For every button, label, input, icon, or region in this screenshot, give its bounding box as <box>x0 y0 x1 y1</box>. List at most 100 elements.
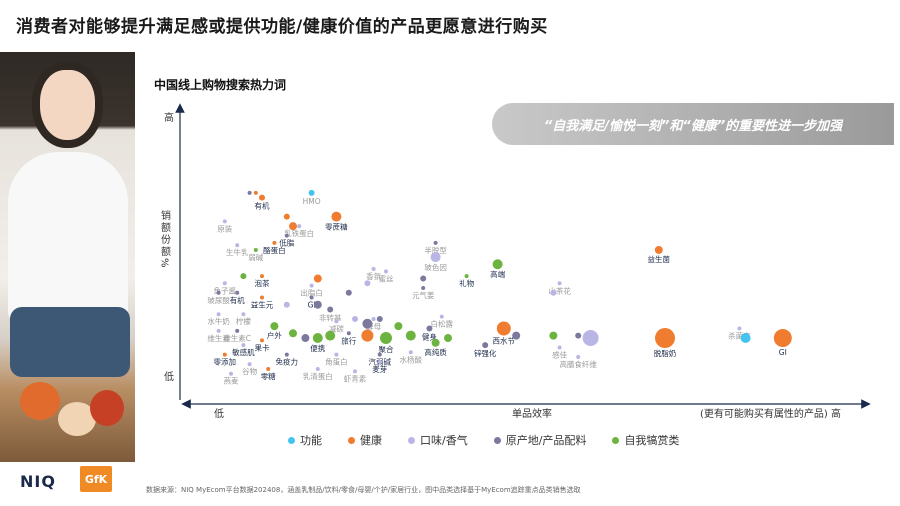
scatter-point <box>492 259 503 270</box>
scatter-point <box>431 338 440 347</box>
jeans-shape <box>10 307 130 377</box>
y-high-label: 高 <box>164 111 174 124</box>
scatter-point <box>283 213 290 220</box>
point-label: 泡茶 <box>255 278 270 288</box>
point-label: 原装 <box>217 223 232 233</box>
point-label: 锌强化 <box>474 348 497 358</box>
point-label: 鱼子酱 <box>214 285 237 295</box>
scatter-point <box>421 286 426 291</box>
scatter-point <box>464 274 469 279</box>
egg-shape <box>58 402 96 436</box>
scatter-point <box>241 312 246 317</box>
point-label: 乳清蛋白 <box>303 371 333 381</box>
point-label: 弱碱 <box>248 253 263 262</box>
scatter-point <box>253 247 258 252</box>
point-label: 白松露 <box>431 319 454 329</box>
point-label: 免疫力 <box>276 357 299 367</box>
scatter-point <box>380 332 392 345</box>
scatter-point <box>289 329 297 338</box>
y-axis-title: 销额份额% <box>159 209 171 270</box>
point-label: 水杨酸 <box>400 354 423 364</box>
scatter-point <box>222 219 227 224</box>
scatter-point <box>266 366 271 371</box>
point-label: 户外 <box>267 330 282 340</box>
scatter-point <box>216 312 221 317</box>
point-label: 酵母 <box>366 322 381 331</box>
niq-logo: NIQ <box>20 472 56 491</box>
point-label: 健身 <box>422 332 437 342</box>
point-label: 高端 <box>490 269 505 279</box>
chart-title: 中国线上购物搜索热力词 <box>154 78 287 92</box>
scatter-point <box>309 295 314 300</box>
scatter-point <box>313 300 322 309</box>
scatter-point <box>394 322 403 331</box>
scatter-point <box>309 283 314 288</box>
point-label: 旅行 <box>341 335 356 345</box>
point-label: 维生素C <box>223 333 251 343</box>
scatter-point <box>222 281 227 286</box>
shirt-shape <box>8 152 128 322</box>
scatter-point <box>312 333 323 344</box>
point-label: 燕麦 <box>224 376 239 386</box>
scatter-point <box>575 332 582 339</box>
scatter-point <box>364 280 371 287</box>
scatter-point <box>576 355 581 360</box>
scatter-point <box>334 352 339 357</box>
point-label: 玻色因 <box>424 262 447 272</box>
scatter-point <box>496 321 511 336</box>
scatter-point <box>550 289 557 296</box>
scatter-point <box>216 328 221 333</box>
scatter-point <box>512 331 521 340</box>
scatter-point <box>737 326 742 331</box>
scatter-point <box>420 275 427 282</box>
point-label: 有机 <box>230 295 245 305</box>
source-note: 数据来源：NIQ MyEcom平台数据202408，涵盖乳制品/饮料/零食/母婴… <box>146 486 581 494</box>
scatter-point <box>346 331 351 336</box>
scatter-point <box>235 328 240 333</box>
scatter-point <box>334 319 339 324</box>
point-label: 虾青素 <box>344 373 367 383</box>
point-label: 谷物 <box>242 366 257 376</box>
scatter-point <box>284 233 289 238</box>
scatter-point <box>301 334 310 343</box>
point-label: 元气姜 <box>412 290 435 300</box>
point-label: 酪蛋白 <box>263 245 286 255</box>
scatter-point <box>557 345 562 350</box>
legend-dot-icon <box>493 436 501 444</box>
scatter-point <box>308 189 315 196</box>
point-label: 零添加 <box>214 357 237 367</box>
scatter-point <box>325 330 336 341</box>
face-shape <box>40 70 95 140</box>
legend-item: 口味/香气 <box>408 432 468 448</box>
scatter-point <box>405 330 416 341</box>
scatter-point <box>297 224 302 229</box>
scatter-point <box>482 342 489 349</box>
point-label: 柠檬 <box>236 316 251 326</box>
scatter-point <box>408 350 413 355</box>
scatter-point <box>331 211 342 222</box>
scatter-point <box>740 333 751 344</box>
point-label: 蜜丝 <box>379 273 394 283</box>
legend: 功能 健康 口味/香气 原产地/产品配料 自我犒赏类 <box>288 432 679 448</box>
legend-dot-icon <box>288 436 295 444</box>
point-label: 有机 <box>255 201 270 211</box>
legend-label: 口味/香气 <box>420 434 468 447</box>
scatter-point <box>229 371 233 376</box>
scatter-point <box>270 322 279 331</box>
point-label: 山茶花 <box>548 285 571 295</box>
fruit-shape <box>90 390 124 426</box>
point-label: 乳铁蛋白 <box>284 228 314 238</box>
scatter-point <box>235 290 240 295</box>
x-axis-right-label: (更有可能购买有属性的产品) 高 <box>700 407 841 420</box>
page-title: 消费者对能够提升满足感或提供功能/健康价值的产品更愿意进行购买 <box>16 17 548 37</box>
scatter-point <box>773 329 792 348</box>
legend-item: 健康 <box>348 432 382 448</box>
point-label: 麦芽 <box>372 364 387 374</box>
scatter-point <box>216 290 221 295</box>
scatter-point <box>376 315 383 322</box>
point-label: GI <box>308 301 316 310</box>
scatter-point <box>260 295 264 300</box>
fruit-shape <box>20 382 60 420</box>
point-label: HMO <box>303 197 321 206</box>
